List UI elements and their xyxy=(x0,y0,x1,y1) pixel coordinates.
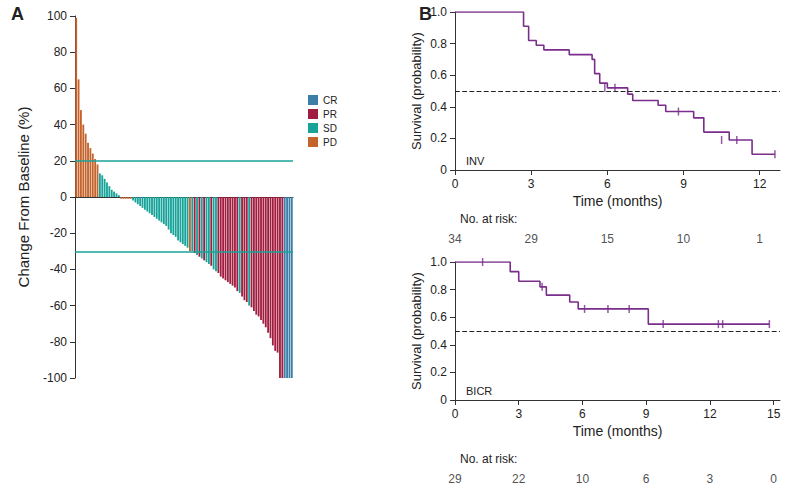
svg-text:10: 10 xyxy=(677,232,691,246)
svg-text:29: 29 xyxy=(448,472,462,486)
svg-text:9: 9 xyxy=(643,407,650,421)
svg-text:B: B xyxy=(419,4,432,24)
svg-text:3: 3 xyxy=(528,177,535,191)
svg-text:0.2: 0.2 xyxy=(430,365,447,379)
svg-text:20: 20 xyxy=(54,154,68,168)
svg-text:6: 6 xyxy=(604,177,611,191)
svg-text:0: 0 xyxy=(60,190,67,204)
svg-text:INV: INV xyxy=(466,155,485,167)
svg-text:9: 9 xyxy=(680,177,687,191)
svg-text:29: 29 xyxy=(524,232,538,246)
svg-text:0.6: 0.6 xyxy=(430,68,447,82)
svg-text:-40: -40 xyxy=(50,262,68,276)
svg-text:1: 1 xyxy=(756,232,763,246)
svg-text:-100: -100 xyxy=(43,371,67,385)
svg-text:Survival (probability): Survival (probability) xyxy=(409,272,424,390)
svg-text:PR: PR xyxy=(323,109,337,120)
svg-text:12: 12 xyxy=(753,177,767,191)
svg-text:15: 15 xyxy=(601,232,615,246)
svg-text:0.6: 0.6 xyxy=(430,310,447,324)
svg-text:A: A xyxy=(11,4,24,24)
svg-text:-20: -20 xyxy=(50,226,68,240)
svg-text:BICR: BICR xyxy=(466,385,492,397)
svg-text:0.4: 0.4 xyxy=(430,338,447,352)
svg-text:0.4: 0.4 xyxy=(430,100,447,114)
svg-text:3: 3 xyxy=(707,472,714,486)
svg-text:0: 0 xyxy=(440,163,447,177)
svg-text:SD: SD xyxy=(323,123,337,134)
svg-text:6: 6 xyxy=(643,472,650,486)
svg-text:100: 100 xyxy=(47,9,67,23)
svg-text:0.2: 0.2 xyxy=(430,131,447,145)
svg-text:Time (months): Time (months) xyxy=(573,423,663,439)
svg-text:1.0: 1.0 xyxy=(430,5,447,19)
svg-text:60: 60 xyxy=(54,81,68,95)
svg-text:0: 0 xyxy=(452,177,459,191)
svg-text:0.8: 0.8 xyxy=(430,37,447,51)
svg-text:12: 12 xyxy=(703,407,717,421)
svg-text:PD: PD xyxy=(323,137,337,148)
svg-text:34: 34 xyxy=(448,232,462,246)
svg-text:6: 6 xyxy=(579,407,586,421)
svg-text:0: 0 xyxy=(440,393,447,407)
svg-text:40: 40 xyxy=(54,118,68,132)
svg-text:80: 80 xyxy=(54,45,68,59)
svg-text:Time (months): Time (months) xyxy=(573,193,663,209)
svg-text:Change From Baseline (%): Change From Baseline (%) xyxy=(15,107,32,288)
svg-text:0.8: 0.8 xyxy=(430,283,447,297)
svg-text:10: 10 xyxy=(576,472,590,486)
svg-text:No. at risk:: No. at risk: xyxy=(460,212,517,226)
svg-text:15: 15 xyxy=(767,407,781,421)
svg-text:No. at risk:: No. at risk: xyxy=(460,452,517,466)
svg-text:0: 0 xyxy=(452,407,459,421)
svg-text:CR: CR xyxy=(323,95,337,106)
svg-text:0: 0 xyxy=(770,472,777,486)
svg-text:Survival (probability): Survival (probability) xyxy=(409,32,424,150)
svg-text:-60: -60 xyxy=(50,299,68,313)
svg-text:22: 22 xyxy=(512,472,526,486)
svg-text:-80: -80 xyxy=(50,335,68,349)
svg-text:3: 3 xyxy=(515,407,522,421)
svg-text:1.0: 1.0 xyxy=(430,255,447,269)
